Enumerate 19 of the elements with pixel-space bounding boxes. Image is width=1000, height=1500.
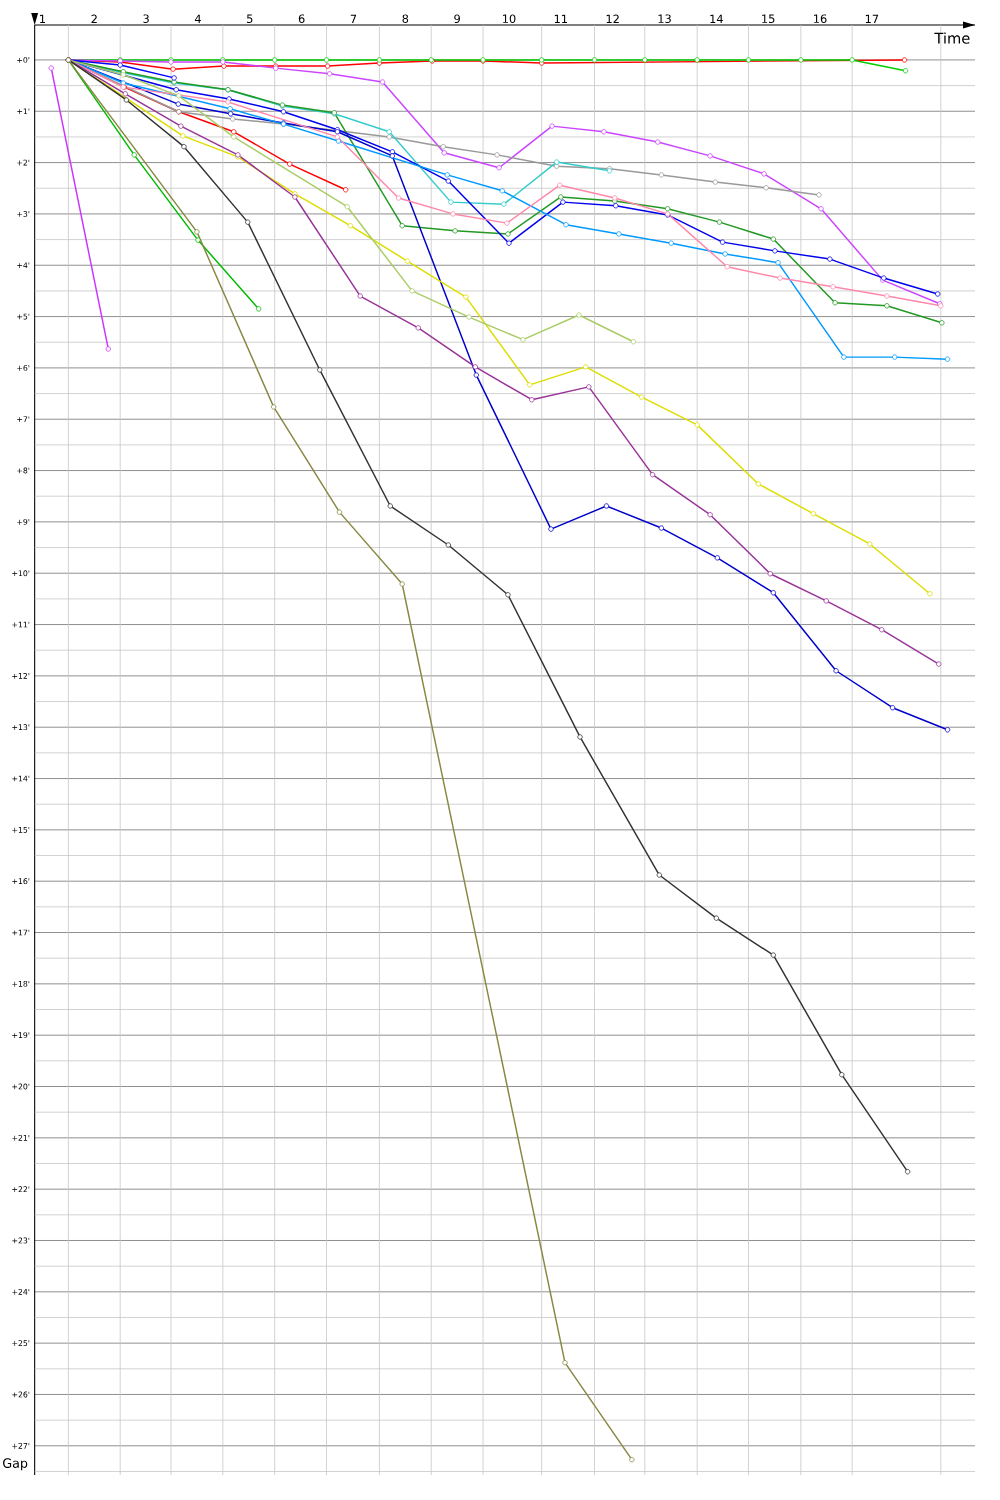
x-tick-label: 15 (762, 14, 775, 23)
x-tick-label: 14 (710, 14, 723, 23)
x-tick-label: 8 (402, 14, 409, 23)
x-tick-label: 13 (658, 14, 671, 23)
x-tick-label: 5 (247, 14, 253, 23)
x-tick-label: 17 (865, 14, 879, 23)
x-tick-label: 6 (298, 14, 305, 23)
x-axis-title: Time (934, 32, 970, 44)
x-tick-label: 12 (606, 14, 619, 23)
x-tick-label: 9 (454, 14, 460, 23)
x-tick-label: 4 (194, 14, 201, 23)
x-tick-label: 3 (143, 14, 149, 23)
x-tick-label: 11 (554, 14, 567, 23)
y-axis-title: Gap (3, 1458, 28, 1471)
x-tick-label: 2 (91, 14, 97, 23)
x-tick-label: 16 (814, 14, 827, 23)
x-tick-label: 10 (503, 14, 516, 23)
x-tick-label: 7 (350, 14, 357, 23)
x-tick-label: 1 (40, 14, 46, 23)
